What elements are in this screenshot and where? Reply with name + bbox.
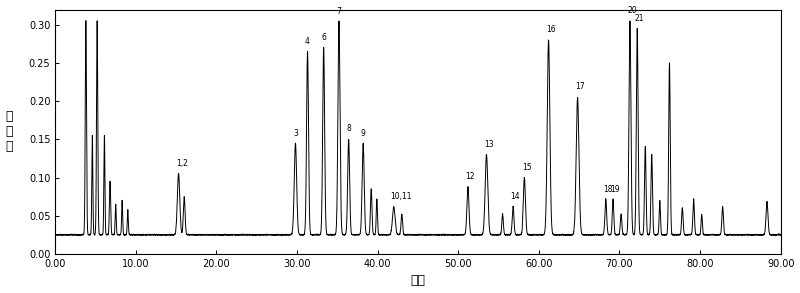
Text: 9: 9: [361, 129, 366, 138]
Text: 16: 16: [546, 25, 556, 34]
Text: 6: 6: [322, 33, 326, 42]
Text: 21: 21: [634, 13, 644, 23]
Text: 20: 20: [627, 6, 637, 15]
Text: 3: 3: [293, 129, 298, 138]
Text: 8: 8: [346, 124, 351, 133]
Text: 7: 7: [337, 7, 342, 16]
Text: 10,11: 10,11: [390, 192, 411, 201]
Text: 13: 13: [484, 140, 494, 149]
Text: 14: 14: [510, 192, 520, 201]
Text: 1,2: 1,2: [176, 159, 188, 168]
Y-axis label: 吸
光
度: 吸 光 度: [6, 110, 13, 153]
Text: 12: 12: [466, 173, 475, 181]
Text: 19: 19: [610, 185, 620, 194]
Text: 18: 18: [603, 185, 613, 194]
Text: 17: 17: [575, 82, 585, 91]
X-axis label: 分钟: 分钟: [410, 275, 426, 287]
Text: 4: 4: [305, 37, 310, 45]
Text: 15: 15: [522, 163, 531, 172]
